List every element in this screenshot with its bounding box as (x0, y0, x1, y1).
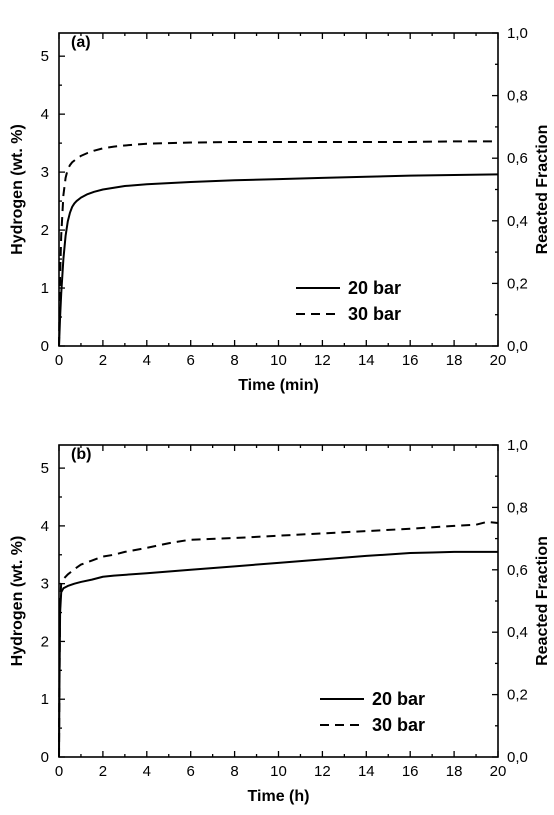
x-axis-title: Time (h) (248, 788, 310, 805)
y2-tick-label: 0,2 (507, 275, 528, 292)
y2-tick-label: 1,0 (507, 437, 528, 454)
y-tick-label: 2 (41, 633, 49, 650)
x-tick-label: 14 (358, 352, 375, 369)
y-tick-label: 5 (41, 460, 49, 477)
x-tick-label: 0 (55, 352, 63, 369)
y2-tick-label: 0,4 (507, 213, 528, 230)
x-tick-label: 14 (358, 763, 375, 780)
x-tick-label: 6 (187, 763, 195, 780)
y-tick-label: 4 (41, 518, 49, 535)
x-tick-label: 6 (187, 352, 195, 369)
panel-label: (b) (71, 446, 91, 463)
y2-tick-label: 0,6 (507, 150, 528, 167)
y-axis-title: Hydrogen (wt. %) (9, 124, 26, 255)
x-tick-label: 0 (55, 763, 63, 780)
y2-tick-label: 1,0 (507, 25, 528, 42)
series-line-20-bar (58, 173, 499, 347)
y2-tick-label: 0,0 (507, 749, 528, 766)
x-tick-label: 16 (402, 352, 419, 369)
y-tick-label: 1 (41, 280, 49, 297)
x-tick-label: 16 (402, 763, 419, 780)
x-tick-label: 20 (490, 763, 507, 780)
x-tick-label: 4 (143, 352, 151, 369)
y2-tick-label: 0,0 (507, 338, 528, 355)
x-tick-label: 10 (270, 763, 287, 780)
y2-tick-label: 0,8 (507, 499, 528, 516)
x-axis-title: Time (min) (238, 377, 319, 394)
y2-tick-label: 0,8 (507, 88, 528, 105)
series-line-30-bar (58, 520, 499, 758)
y-tick-label: 4 (41, 106, 49, 123)
panel-label: (a) (71, 34, 91, 51)
y-tick-label: 3 (41, 576, 49, 593)
x-tick-label: 4 (143, 763, 151, 780)
chart-panel-b: 0 2 4 6 8 10 12 14 16 18 200123450,00,20,40,60,81,… (9, 437, 551, 805)
chart-panel-a: 0 2 4 6 8 10 12 14 16 18 200123450,00,20,40,60,81,… (9, 25, 551, 394)
y-axis-title: Hydrogen (wt. %) (9, 536, 26, 667)
plot-frame (58, 32, 499, 347)
series-line-20-bar (58, 550, 498, 758)
legend-label: 20 bar (348, 278, 401, 298)
y2-axis-title: Reacted Fraction (534, 536, 551, 666)
x-tick-label: 2 (99, 352, 107, 369)
y2-tick-label: 0,2 (507, 687, 528, 704)
x-tick-label: 10 (270, 352, 287, 369)
x-tick-label: 20 (490, 352, 507, 369)
y-tick-label: 1 (41, 691, 49, 708)
x-tick-label: 18 (446, 763, 463, 780)
x-tick-label: 8 (230, 763, 238, 780)
x-tick-label: 12 (314, 763, 331, 780)
plot-frame (58, 444, 499, 758)
x-tick-label: 18 (446, 352, 463, 369)
y-tick-label: 5 (41, 48, 49, 65)
x-tick-label: 8 (230, 352, 238, 369)
y2-tick-label: 0,4 (507, 624, 528, 641)
y2-axis-title: Reacted Fraction (534, 125, 551, 255)
legend-label: 30 bar (372, 715, 425, 735)
y2-tick-label: 0,6 (507, 562, 528, 579)
y-tick-label: 0 (41, 338, 49, 355)
x-tick-label: 2 (99, 763, 107, 780)
y-tick-label: 3 (41, 164, 49, 181)
series-line-30-bar (58, 140, 498, 347)
legend-label: 30 bar (348, 304, 401, 324)
x-tick-label: 12 (314, 352, 331, 369)
legend-label: 20 bar (372, 689, 425, 709)
y-tick-label: 2 (41, 222, 49, 239)
y-tick-label: 0 (41, 749, 49, 766)
